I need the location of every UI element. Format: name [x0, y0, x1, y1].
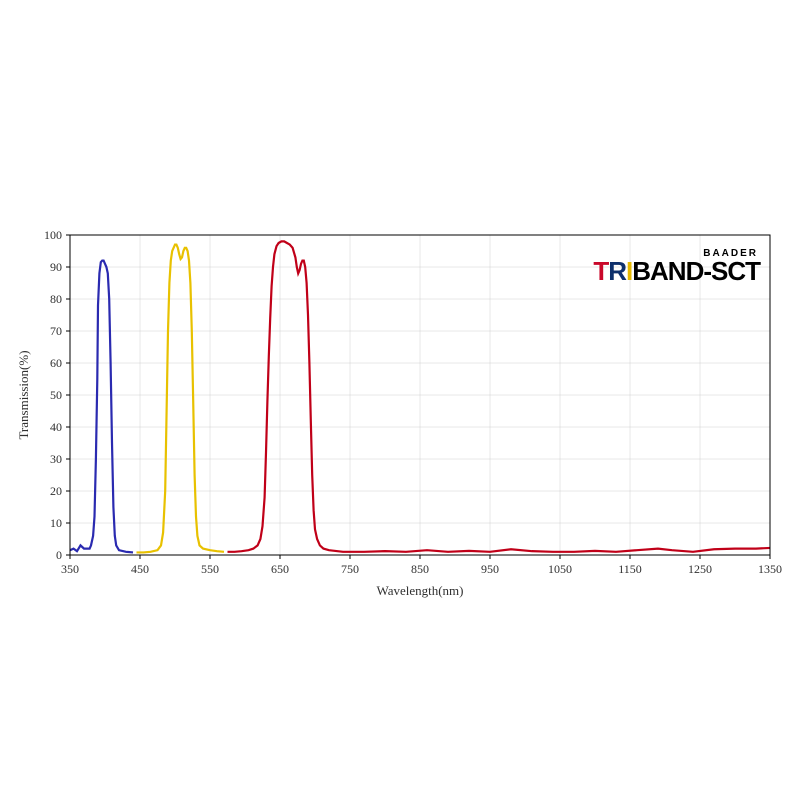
- x-tick-label: 1150: [618, 562, 642, 576]
- x-tick-label: 1250: [688, 562, 712, 576]
- y-tick-label: 70: [50, 324, 62, 338]
- x-tick-label: 550: [201, 562, 219, 576]
- x-tick-label: 350: [61, 562, 79, 576]
- y-tick-label: 30: [50, 452, 62, 466]
- transmission-chart: 0 10 20 30 40 50 60 70 80 90 100 350 450 550 650 750 850…: [0, 0, 800, 800]
- brand-logo: BAADER TRIBAND-SCT: [593, 250, 760, 282]
- logo-letter-t: T: [593, 256, 608, 286]
- y-tick-label: 60: [50, 356, 62, 370]
- y-tick-label: 90: [50, 260, 62, 274]
- x-tick-label: 450: [131, 562, 149, 576]
- y-axis-label: Transmission(%): [16, 350, 31, 439]
- x-tick-label: 950: [481, 562, 499, 576]
- logo-main-text: TRIBAND-SCT: [593, 260, 760, 282]
- logo-letter-r: R: [608, 256, 626, 286]
- y-tick-label: 10: [50, 516, 62, 530]
- x-tick-label: 750: [341, 562, 359, 576]
- y-tick-label: 80: [50, 292, 62, 306]
- red-band-line: [228, 241, 771, 551]
- x-tick-label: 1050: [548, 562, 572, 576]
- chart-container: 0 10 20 30 40 50 60 70 80 90 100 350 450 550 650 750 850…: [0, 0, 800, 800]
- y-tick-label: 100: [44, 228, 62, 242]
- y-tick-label: 0: [56, 548, 62, 562]
- blue-band-line: [70, 261, 133, 553]
- x-tick-label: 650: [271, 562, 289, 576]
- x-tick-label: 850: [411, 562, 429, 576]
- yellow-band-line: [137, 245, 225, 553]
- x-axis-label: Wavelength(nm): [376, 583, 463, 598]
- y-tick-label: 50: [50, 388, 62, 402]
- x-tick-label: 1350: [758, 562, 782, 576]
- logo-rest: BAND-SCT: [632, 256, 760, 286]
- y-tick-label: 20: [50, 484, 62, 498]
- y-tick-label: 40: [50, 420, 62, 434]
